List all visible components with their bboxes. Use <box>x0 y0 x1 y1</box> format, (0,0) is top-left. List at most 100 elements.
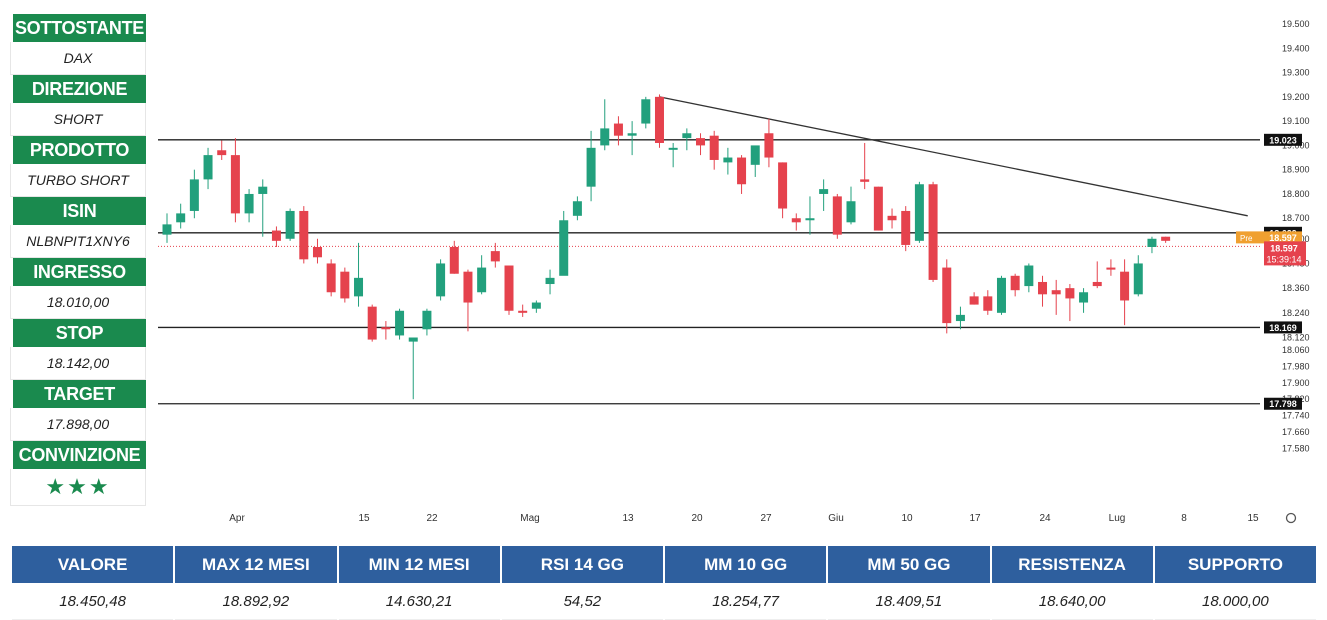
info-label-sottostante: SOTTOSTANTE <box>13 14 146 42</box>
candle-down <box>230 155 240 214</box>
info-value-direzione: SHORT <box>10 103 146 136</box>
stats-header-supporto: SUPPORTO <box>1154 546 1316 583</box>
candle-up <box>572 201 582 216</box>
level-tag-label: 19.023 <box>1269 135 1297 145</box>
info-value-target: 17.898,00 <box>10 408 146 441</box>
countdown-timer: 15:39:14 <box>1266 254 1301 264</box>
level-tag <box>1264 133 1302 146</box>
y-tick-label: 18.700 <box>1282 213 1310 223</box>
stats-value-min-12-mesi: 14.630,21 <box>338 583 500 620</box>
candle-down <box>737 157 747 185</box>
candle-up <box>682 133 692 139</box>
x-tick-label: Mag <box>520 513 539 524</box>
candle-down <box>1092 281 1102 287</box>
candle-down <box>1038 281 1048 295</box>
candle-down <box>1120 271 1130 301</box>
stats-table: VALORE MAX 12 MESI MIN 12 MESI RSI 14 GG MM … <box>12 546 1316 620</box>
candle-up <box>641 99 651 124</box>
candle-down <box>518 310 528 313</box>
trade-info-panel: SOTTOSTANTE DAX DIREZIONE SHORT PRODOTTO TURB… <box>10 14 146 508</box>
x-tick-label: Lug <box>1109 513 1126 524</box>
candle-down <box>381 327 391 330</box>
candle-down <box>1106 267 1116 270</box>
stats-header-row: VALORE MAX 12 MESI MIN 12 MESI RSI 14 GG MM … <box>12 546 1316 583</box>
info-value-isin: NLBNPIT1XNY6 <box>10 225 146 258</box>
candle-up <box>627 133 637 136</box>
y-tick-label: 18.240 <box>1282 308 1310 318</box>
candle-down <box>969 296 979 305</box>
info-label-isin: ISIN <box>13 197 146 225</box>
stats-header-valore: VALORE <box>12 546 174 583</box>
info-label-convinzione: CONVINZIONE <box>13 441 146 469</box>
level-tag <box>1264 321 1302 334</box>
y-tick-label: 18.800 <box>1282 189 1310 199</box>
pre-tag-label: Pre <box>1240 234 1253 243</box>
stats-value-rsi-14-gg: 54,52 <box>501 583 663 620</box>
y-tick-label: 18.120 <box>1282 333 1310 343</box>
x-tick-label: 15 <box>1247 513 1259 524</box>
candle-down <box>709 135 719 160</box>
candle-up <box>176 213 186 223</box>
y-tick-label: 19.300 <box>1282 68 1310 78</box>
candle-down <box>928 184 938 280</box>
x-tick-label: 15 <box>358 513 370 524</box>
candle-up <box>477 267 487 293</box>
stats-value-row: 18.450,48 18.892,92 14.630,21 54,52 18.254,7… <box>12 583 1316 620</box>
candle-up <box>203 155 213 180</box>
stats-header-mm-10-gg: MM 10 GG <box>665 546 827 583</box>
conviction-stars: ★★★ <box>10 469 146 506</box>
candle-down <box>312 246 322 258</box>
candle-down <box>271 230 281 241</box>
stats-header-min-12-mesi: MIN 12 MESI <box>338 546 500 583</box>
stats-value-max-12-mesi: 18.892,92 <box>175 583 337 620</box>
candle-up <box>1147 238 1157 247</box>
stats-value-mm-10-gg: 18.254,77 <box>665 583 827 620</box>
y-tick-label: 18.060 <box>1282 345 1310 355</box>
candle-down <box>778 162 788 209</box>
candle-up <box>395 310 405 336</box>
stats-header-max-12-mesi: MAX 12 MESI <box>175 546 337 583</box>
trendline <box>659 96 1248 217</box>
candle-up <box>996 277 1006 313</box>
stats-value-resistenza: 18.640,00 <box>991 583 1153 620</box>
y-tick-label: 19.500 <box>1282 19 1310 29</box>
x-tick-label: Giu <box>828 513 844 524</box>
x-tick-label: 20 <box>691 513 703 524</box>
candle-down <box>463 271 473 303</box>
x-tick-label: Apr <box>229 513 245 524</box>
candle-down <box>1161 236 1171 241</box>
y-tick-label: 17.740 <box>1282 411 1310 421</box>
x-tick-label: 24 <box>1039 513 1051 524</box>
candle-up <box>750 145 760 165</box>
info-label-stop: STOP <box>13 319 146 347</box>
info-value-ingresso: 18.010,00 <box>10 286 146 319</box>
candle-down <box>1065 288 1075 299</box>
x-tick-label: 8 <box>1181 513 1187 524</box>
candle-up <box>545 277 555 285</box>
candle-down <box>299 210 309 260</box>
y-tick-label: 17.900 <box>1282 378 1310 388</box>
candle-down <box>217 150 227 156</box>
candle-down <box>326 263 336 293</box>
stats-header-resistenza: RESISTENZA <box>991 546 1153 583</box>
y-tick-label: 18.360 <box>1282 283 1310 293</box>
candle-down <box>449 246 459 274</box>
y-tick-label: 19.100 <box>1282 116 1310 126</box>
candle-down <box>791 218 801 223</box>
y-tick-label: 19.400 <box>1282 43 1310 53</box>
y-tick-label: 18.900 <box>1282 165 1310 175</box>
candle-down <box>887 215 897 221</box>
stats-value-valore: 18.450,48 <box>12 583 174 620</box>
last-price-value: 18.597 <box>1270 243 1298 253</box>
candle-down <box>490 251 500 262</box>
y-tick-label: 19.200 <box>1282 92 1310 102</box>
candle-down <box>873 186 883 231</box>
level-tag <box>1264 397 1302 410</box>
info-label-target: TARGET <box>13 380 146 408</box>
candle-down <box>901 210 911 245</box>
candle-up <box>244 193 254 214</box>
candle-up <box>723 157 733 163</box>
candle-up <box>189 179 199 211</box>
stats-value-supporto: 18.000,00 <box>1154 583 1316 620</box>
candle-up <box>285 210 295 239</box>
